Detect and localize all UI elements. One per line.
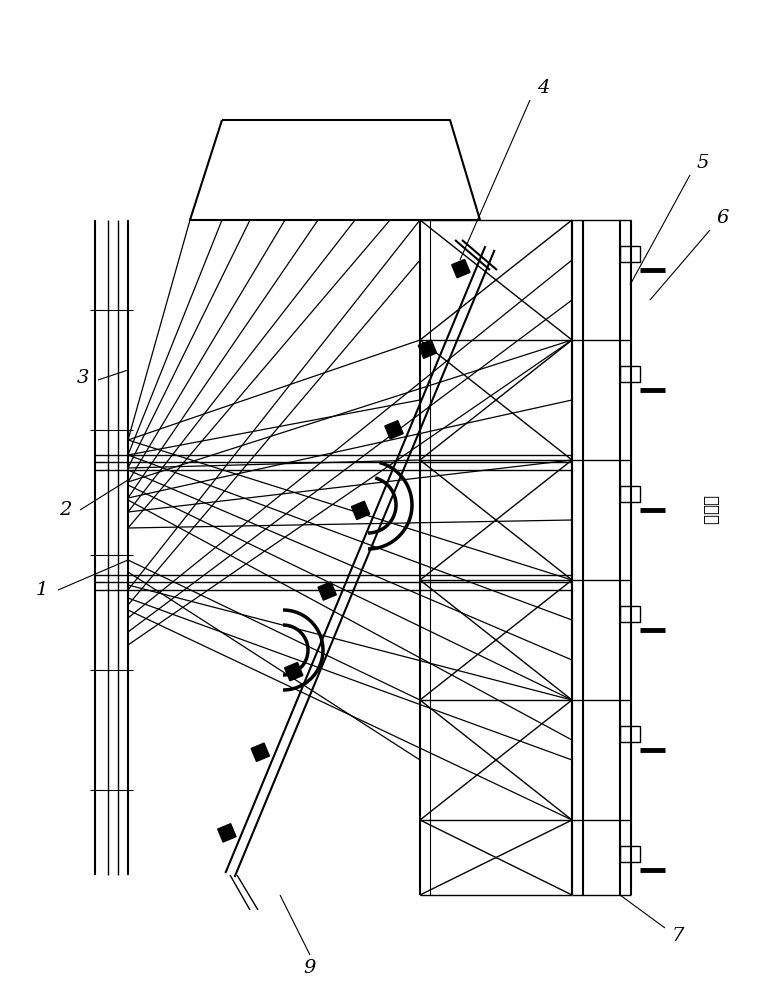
Text: 5: 5 (697, 154, 709, 172)
Text: 3: 3 (77, 369, 89, 387)
Bar (620, 366, 640, 382)
Bar (284, 662, 303, 681)
Text: 6: 6 (717, 209, 729, 227)
Text: 2: 2 (59, 501, 71, 519)
Bar (452, 259, 470, 278)
Bar (385, 421, 403, 439)
Bar (318, 582, 336, 600)
Bar (620, 846, 640, 862)
Bar (418, 340, 437, 358)
Bar (620, 486, 640, 502)
Bar (251, 743, 270, 761)
Bar (352, 501, 370, 520)
Text: 9: 9 (304, 959, 316, 977)
Bar (218, 824, 236, 842)
Text: 7: 7 (672, 927, 684, 945)
Bar (620, 606, 640, 622)
Bar (620, 246, 640, 262)
Text: 4: 4 (537, 79, 549, 97)
Text: 1: 1 (36, 581, 48, 599)
Bar (620, 726, 640, 742)
Text: 大样图: 大样图 (701, 495, 719, 525)
